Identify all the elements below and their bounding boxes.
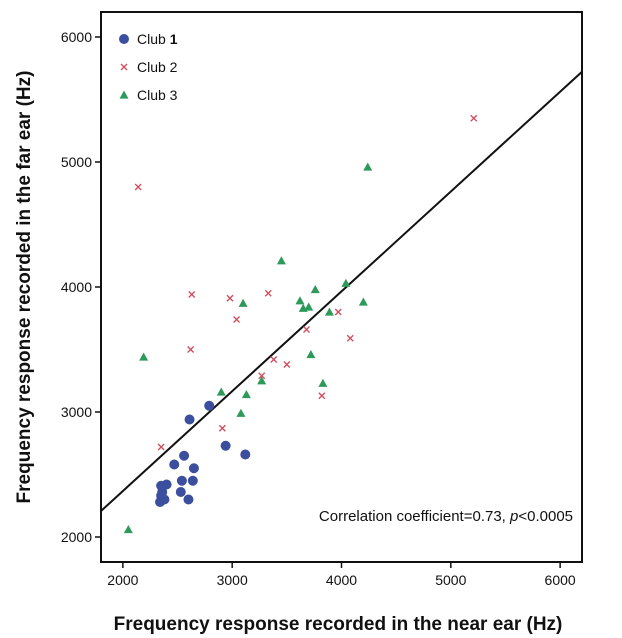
- axis-ticks: 2000 3000 4000 5000 6000 2000 3000 4000 5000 6000: [61, 29, 576, 588]
- data-point: [324, 307, 334, 316]
- data-point: [176, 475, 187, 486]
- data-point: [139, 352, 149, 361]
- data-point: [220, 440, 231, 451]
- x-axis-title: Frequency response recorded in the near …: [114, 614, 563, 635]
- data-point: [304, 302, 314, 311]
- data-point: [236, 408, 246, 417]
- legend-marker: [120, 63, 128, 71]
- y-axis-title: Frequency response recorded in the far e…: [14, 71, 35, 504]
- y-tick-label: 6000: [61, 29, 92, 45]
- x-tick-label: 2000: [107, 572, 138, 588]
- x-tick-label: 5000: [435, 572, 466, 588]
- data-point: [318, 378, 328, 387]
- data-point: [226, 294, 234, 302]
- data-point: [276, 256, 286, 265]
- data-point: [363, 162, 373, 171]
- data-point: [306, 350, 316, 359]
- x-tick-label: 6000: [545, 572, 576, 588]
- data-point: [346, 334, 354, 342]
- series-club-3: [123, 162, 373, 534]
- x-tick-label: 4000: [326, 572, 357, 588]
- data-point: [179, 450, 190, 461]
- data-point: [258, 372, 266, 380]
- correlation-annotation: Correlation coefficient=0.73, p<0.0005: [319, 508, 573, 525]
- data-point: [157, 443, 165, 451]
- data-point: [358, 297, 368, 306]
- data-point: [283, 361, 291, 368]
- data-point: [216, 387, 226, 396]
- data-point: [169, 459, 180, 470]
- data-point: [241, 390, 251, 399]
- data-point: [341, 278, 351, 287]
- data-point: [187, 475, 198, 486]
- y-tick-label: 3000: [61, 404, 92, 420]
- data-point: [238, 298, 248, 307]
- x-tick-label: 3000: [217, 572, 248, 588]
- legend-item-club-2: Club 2: [120, 59, 178, 75]
- data-point: [187, 346, 195, 353]
- legend-marker: [119, 90, 129, 99]
- legend: Club 1 Club 2 Club 3: [119, 31, 178, 103]
- data-point: [218, 424, 226, 432]
- data-point: [270, 356, 278, 363]
- data-point: [295, 296, 305, 305]
- series-club-2: [134, 114, 478, 451]
- data-point: [240, 449, 251, 460]
- data-point: [233, 316, 241, 323]
- data-point: [204, 400, 215, 411]
- y-tick-label: 4000: [61, 279, 92, 295]
- data-point: [264, 289, 272, 297]
- legend-marker: [119, 34, 129, 44]
- data-point: [334, 308, 342, 316]
- data-point: [318, 392, 326, 400]
- legend-item-club-1: Club 1: [119, 31, 178, 47]
- y-tick-label: 2000: [61, 529, 92, 545]
- data-point: [175, 487, 186, 497]
- data-point: [470, 114, 478, 122]
- data-point: [303, 326, 310, 333]
- data-point: [184, 414, 195, 425]
- data-points: [123, 114, 478, 534]
- data-point: [156, 480, 167, 491]
- legend-label: Club 1: [137, 31, 178, 47]
- data-point: [159, 494, 170, 505]
- data-point: [257, 376, 267, 385]
- series-club-1: [155, 400, 251, 507]
- y-tick-label: 5000: [61, 154, 92, 170]
- data-point: [183, 494, 194, 505]
- legend-label: Club 2: [137, 59, 178, 75]
- data-point: [134, 183, 142, 191]
- data-point: [188, 463, 199, 474]
- legend-item-club-3: Club 3: [119, 87, 178, 103]
- data-point: [310, 285, 320, 294]
- data-point: [188, 291, 196, 298]
- data-point: [123, 525, 133, 534]
- regression-line: [101, 71, 582, 512]
- legend-label: Club 3: [137, 87, 178, 103]
